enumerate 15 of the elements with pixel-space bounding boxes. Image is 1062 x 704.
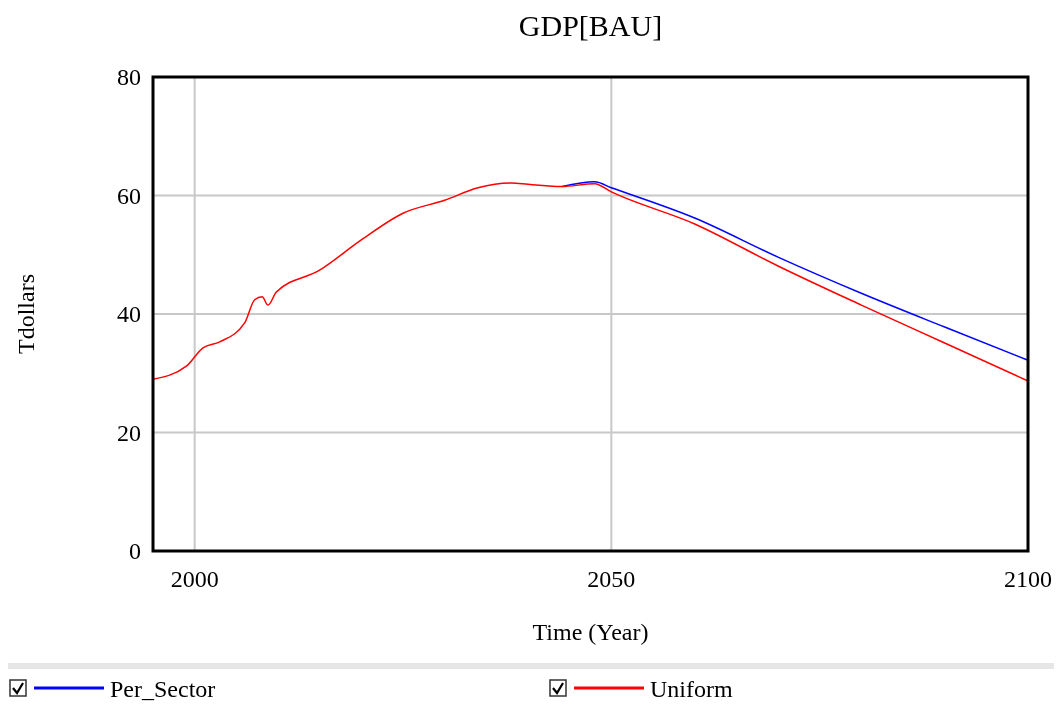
y-axis-title: Tdollars: [13, 274, 39, 354]
chart-title: GDP[BAU]: [518, 9, 663, 42]
y-tick-label: 20: [117, 419, 141, 446]
y-tick-label: 0: [129, 538, 141, 565]
legend-label: Uniform: [650, 676, 733, 702]
legend-label: Per_Sector: [110, 676, 216, 702]
x-tick-label: 2100: [1004, 566, 1052, 592]
line-series: [560, 181, 1029, 361]
y-tick-label: 80: [117, 64, 141, 91]
x-axis-title: Time (Year): [532, 619, 649, 645]
line-series: [152, 182, 1029, 382]
x-tick-label: 2050: [587, 566, 636, 592]
y-tick-label: 40: [117, 301, 141, 328]
y-tick-label: 60: [117, 182, 141, 209]
x-tick-label: 2000: [170, 566, 219, 592]
